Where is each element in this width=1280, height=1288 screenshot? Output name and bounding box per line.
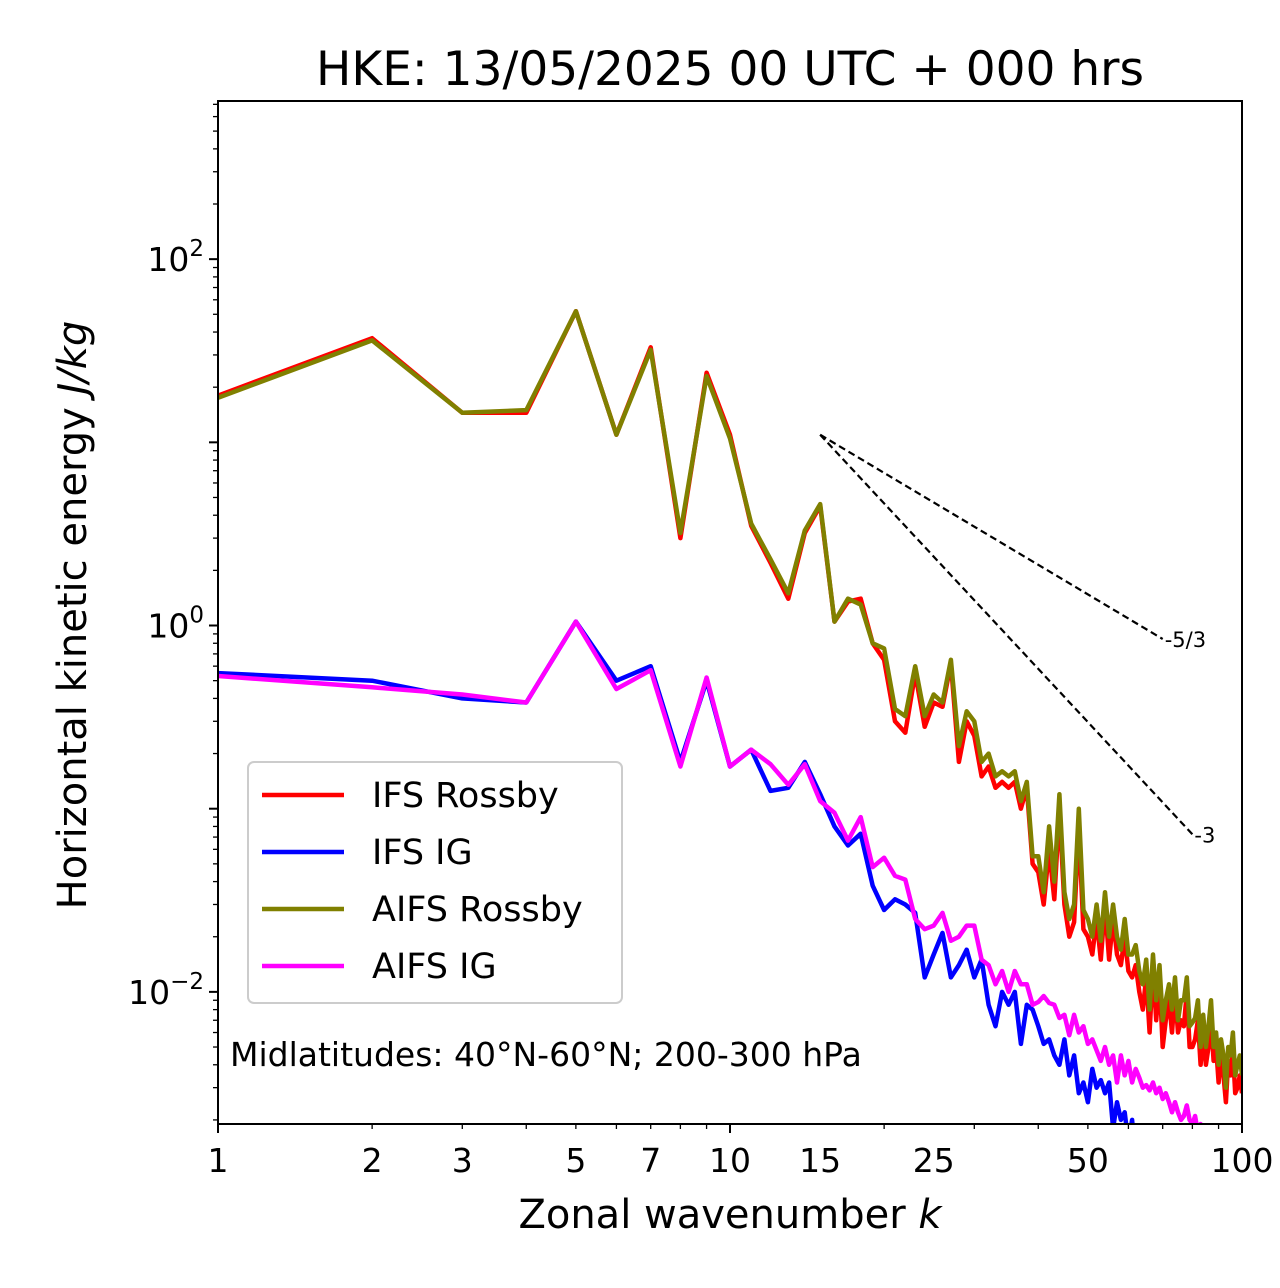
chart-title: HKE: 13/05/2025 00 UTC + 000 hrs (316, 42, 1144, 97)
x-axis-label: Zonal wavenumber k (518, 1192, 943, 1238)
x-tick-label: 10 (709, 1141, 751, 1180)
y-axis: 102 100 10−2 (128, 103, 218, 1121)
series-line-aifs-rossby (218, 308, 1242, 1090)
x-tick-label: 5 (565, 1141, 586, 1180)
x-tick-label: 50 (1067, 1141, 1109, 1180)
legend-label-aifs-rossby: AIFS Rossby (372, 890, 583, 930)
legend: IFS Rossby IFS IG AIFS Rossby AIFS IG (247, 761, 623, 1004)
x-tick-label: 7 (640, 1141, 661, 1180)
series-line-aifs-ig (218, 619, 1203, 1124)
region-annotation: Midlatitudes: 40°N-60°N; 200-300 hPa (230, 1035, 862, 1074)
x-tick-label: 15 (799, 1141, 841, 1180)
legend-label-aifs-ig: AIFS IG (372, 947, 497, 987)
series-layer (218, 308, 1242, 1124)
legend-label-ifs-ig: IFS IG (372, 833, 473, 873)
x-tick-label: 2 (362, 1141, 383, 1180)
reference-line-label-2: -3 (1194, 823, 1215, 847)
legend-label-ifs-rossby: IFS Rossby (372, 776, 559, 816)
reference-line-label-1: -5/3 (1165, 628, 1206, 652)
x-tick-label: 3 (452, 1141, 473, 1180)
legend-box (247, 761, 623, 1004)
x-tick-label: 25 (913, 1141, 955, 1180)
y-tick-label: 10−2 (128, 969, 204, 1012)
y-tick-label: 100 (147, 603, 204, 646)
y-axis-label: Horizontal kinetic energy J/kg (50, 321, 96, 910)
x-axis: 1 2 3 5 7 10 15 25 50 100 (208, 1124, 1274, 1180)
reference-slope-lines: -5/3 -3 (819, 433, 1215, 847)
x-tick-label: 1 (208, 1141, 229, 1180)
reference-line-1 (819, 433, 1164, 640)
x-tick-label: 100 (1211, 1141, 1274, 1180)
y-tick-label: 102 (147, 236, 204, 279)
series-line-ifs-ig (218, 619, 1135, 1124)
reference-line-2 (819, 433, 1194, 836)
